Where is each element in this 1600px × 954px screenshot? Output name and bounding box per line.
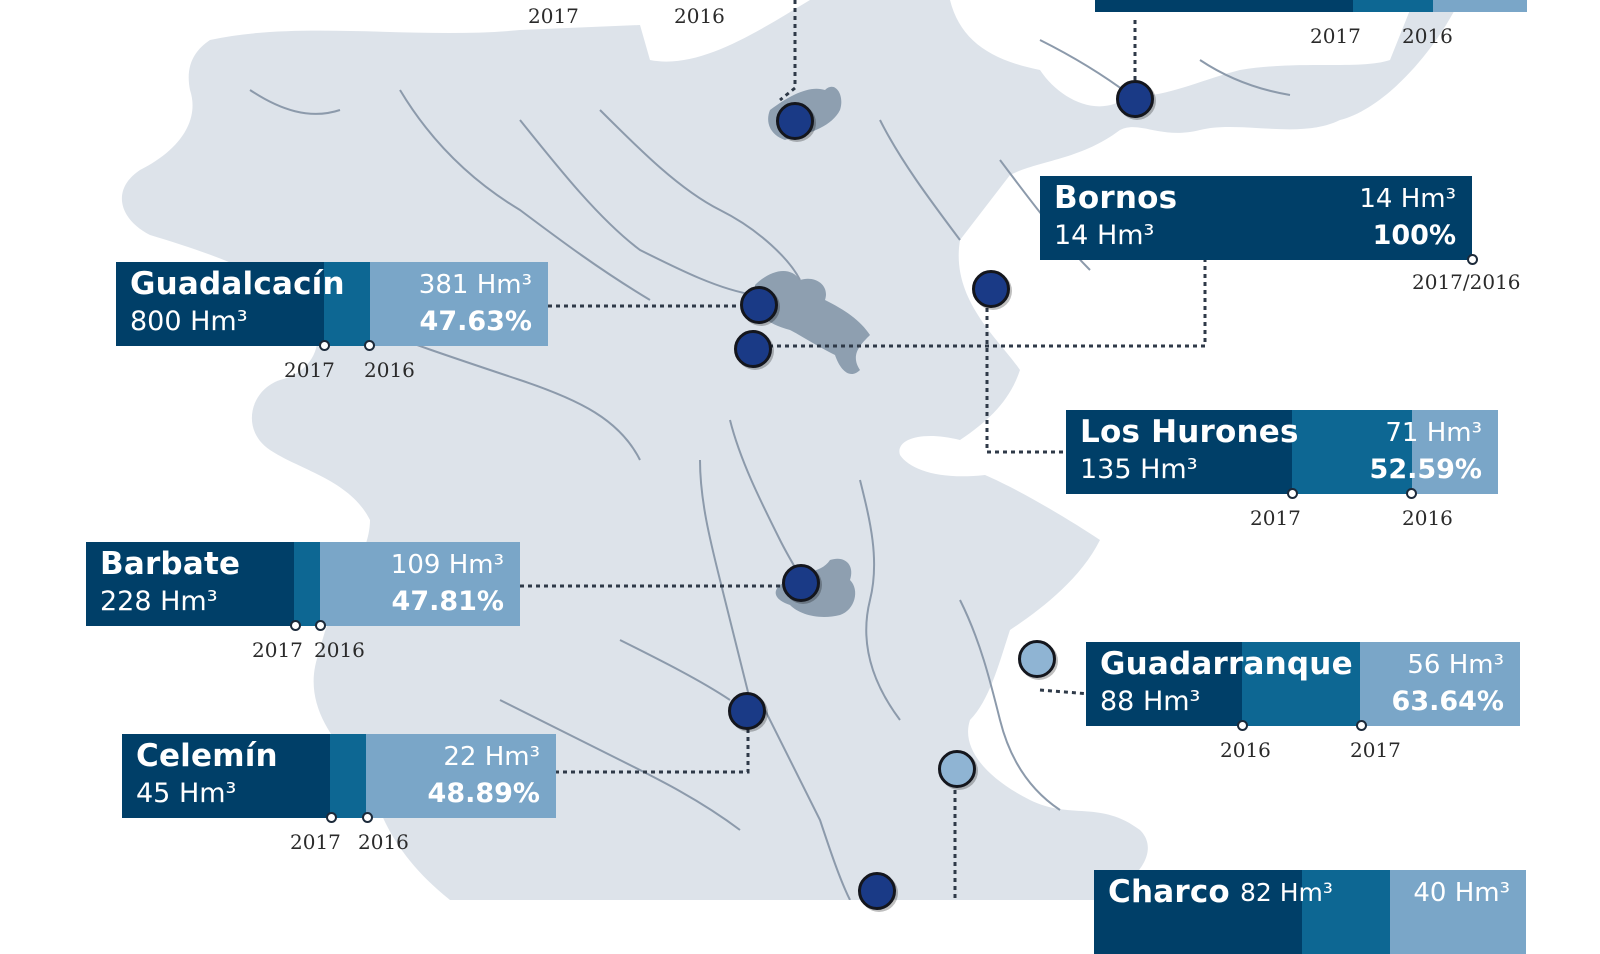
charco-reservoir-marker[interactable] bbox=[938, 750, 976, 788]
tick-marker bbox=[315, 620, 326, 631]
guadalcacin-year-b: 2016 bbox=[364, 358, 415, 382]
reservoir-capacity: 135 Hm³ bbox=[1080, 454, 1198, 485]
guadalcacin-reservoir-marker[interactable] bbox=[740, 286, 778, 324]
reservoir-percent: 63.64% bbox=[1391, 686, 1504, 717]
reservoir-stored: 22 Hm³ bbox=[443, 742, 540, 772]
barbate-year-b: 2016 bbox=[314, 638, 365, 662]
tick-marker bbox=[1406, 488, 1417, 499]
guadalcacin-year-a: 2017 bbox=[284, 358, 335, 382]
celemin-reservoir-marker[interactable] bbox=[728, 692, 766, 730]
reservoir-percent: 47.81% bbox=[391, 586, 504, 617]
reservoir-capacity: 800 Hm³ bbox=[130, 306, 248, 337]
reservoir-stored: 109 Hm³ bbox=[390, 550, 504, 580]
guadarranque-reservoir-marker[interactable] bbox=[1018, 640, 1056, 678]
reservoir-percent: 47.63% bbox=[419, 306, 532, 337]
bornos-reservoir-marker[interactable] bbox=[734, 330, 772, 368]
panel-los-hurones: Los Hurones 135 Hm³ 71 Hm³ 52.59% bbox=[1066, 410, 1498, 494]
tick-marker bbox=[1287, 488, 1298, 499]
guadalcacin-reservoir-water bbox=[755, 270, 870, 375]
panel-celemin: Celemín 45 Hm³ 22 Hm³ 48.89% bbox=[122, 734, 556, 818]
southern-reservoir-marker[interactable] bbox=[858, 872, 896, 910]
connector-lines bbox=[520, 0, 1207, 900]
celemin-year-b: 2016 bbox=[358, 830, 409, 854]
reservoir-name: Charco bbox=[1108, 874, 1230, 910]
land-region bbox=[121, 0, 1461, 900]
reservoir-name: Bornos bbox=[1054, 180, 1178, 216]
barbate-reservoir-marker[interactable] bbox=[782, 564, 820, 602]
reservoir-stored: 71 Hm³ bbox=[1385, 418, 1482, 448]
reservoir-name: Guadalcacín bbox=[130, 266, 345, 302]
los-hurones-year-b: 2016 bbox=[1402, 506, 1453, 530]
panel-bornos: Bornos 14 Hm³ 14 Hm³ 100% bbox=[1040, 176, 1472, 260]
reservoir-stored: 56 Hm³ bbox=[1407, 650, 1504, 680]
reservoir-capacity: 228 Hm³ bbox=[100, 586, 218, 617]
reservoir-capacity: 14 Hm³ bbox=[1054, 220, 1155, 251]
top-right-year-2016: 2016 bbox=[1402, 24, 1453, 48]
tick-marker bbox=[326, 812, 337, 823]
tick-marker bbox=[1237, 720, 1248, 731]
tick-marker bbox=[1467, 254, 1478, 265]
tick-marker bbox=[364, 340, 375, 351]
top-left-year-2016: 2016 bbox=[674, 4, 725, 28]
guadarranque-year-a: 2016 bbox=[1220, 738, 1271, 762]
reservoir-name: Barbate bbox=[100, 546, 241, 582]
panel-charco: Charco 82 Hm³ 40 Hm³ bbox=[1094, 870, 1526, 954]
bornos-years: 2017/2016 bbox=[1412, 270, 1521, 294]
province-map bbox=[121, 0, 1461, 900]
reservoir-name: Celemín bbox=[136, 738, 278, 774]
tick-marker bbox=[319, 340, 330, 351]
reservoir-stored: 14 Hm³ bbox=[1359, 184, 1456, 214]
reservoir-capacity: 82 Hm³ bbox=[1240, 878, 1333, 907]
celemin-year-a: 2017 bbox=[290, 830, 341, 854]
reservoir-name: Los Hurones bbox=[1080, 414, 1299, 450]
panel-top-right bbox=[1095, 0, 1527, 12]
guadarranque-year-b: 2017 bbox=[1350, 738, 1401, 762]
tick-marker bbox=[362, 812, 373, 823]
tick-marker bbox=[290, 620, 301, 631]
bornos-upper-reservoir-marker[interactable] bbox=[776, 102, 814, 140]
panel-guadalcacin: Guadalcacín 800 Hm³ 381 Hm³ 47.63% bbox=[116, 262, 548, 346]
reservoir-stored: 381 Hm³ bbox=[418, 270, 532, 300]
barbate-year-a: 2017 bbox=[252, 638, 303, 662]
los-hurones-year-a: 2017 bbox=[1250, 506, 1301, 530]
reservoir-percent: 52.59% bbox=[1369, 454, 1482, 485]
reservoir-stored: 40 Hm³ bbox=[1413, 878, 1510, 908]
reservoir-capacity: 45 Hm³ bbox=[136, 778, 237, 809]
reservoir-name: Guadarranque bbox=[1100, 646, 1353, 682]
panel-barbate: Barbate 228 Hm³ 109 Hm³ 47.81% bbox=[86, 542, 520, 626]
tick-marker bbox=[1356, 720, 1367, 731]
reservoir-capacity: 88 Hm³ bbox=[1100, 686, 1201, 717]
reservoir-percent: 48.89% bbox=[427, 778, 540, 809]
top-left-year-2017: 2017 bbox=[528, 4, 579, 28]
top-right-year-2017: 2017 bbox=[1310, 24, 1361, 48]
los-hurones-reservoir-marker[interactable] bbox=[972, 270, 1010, 308]
top-right-reservoir-marker[interactable] bbox=[1116, 80, 1154, 118]
reservoir-percent: 100% bbox=[1372, 220, 1456, 251]
panel-guadarranque: Guadarranque 88 Hm³ 56 Hm³ 63.64% bbox=[1086, 642, 1520, 726]
